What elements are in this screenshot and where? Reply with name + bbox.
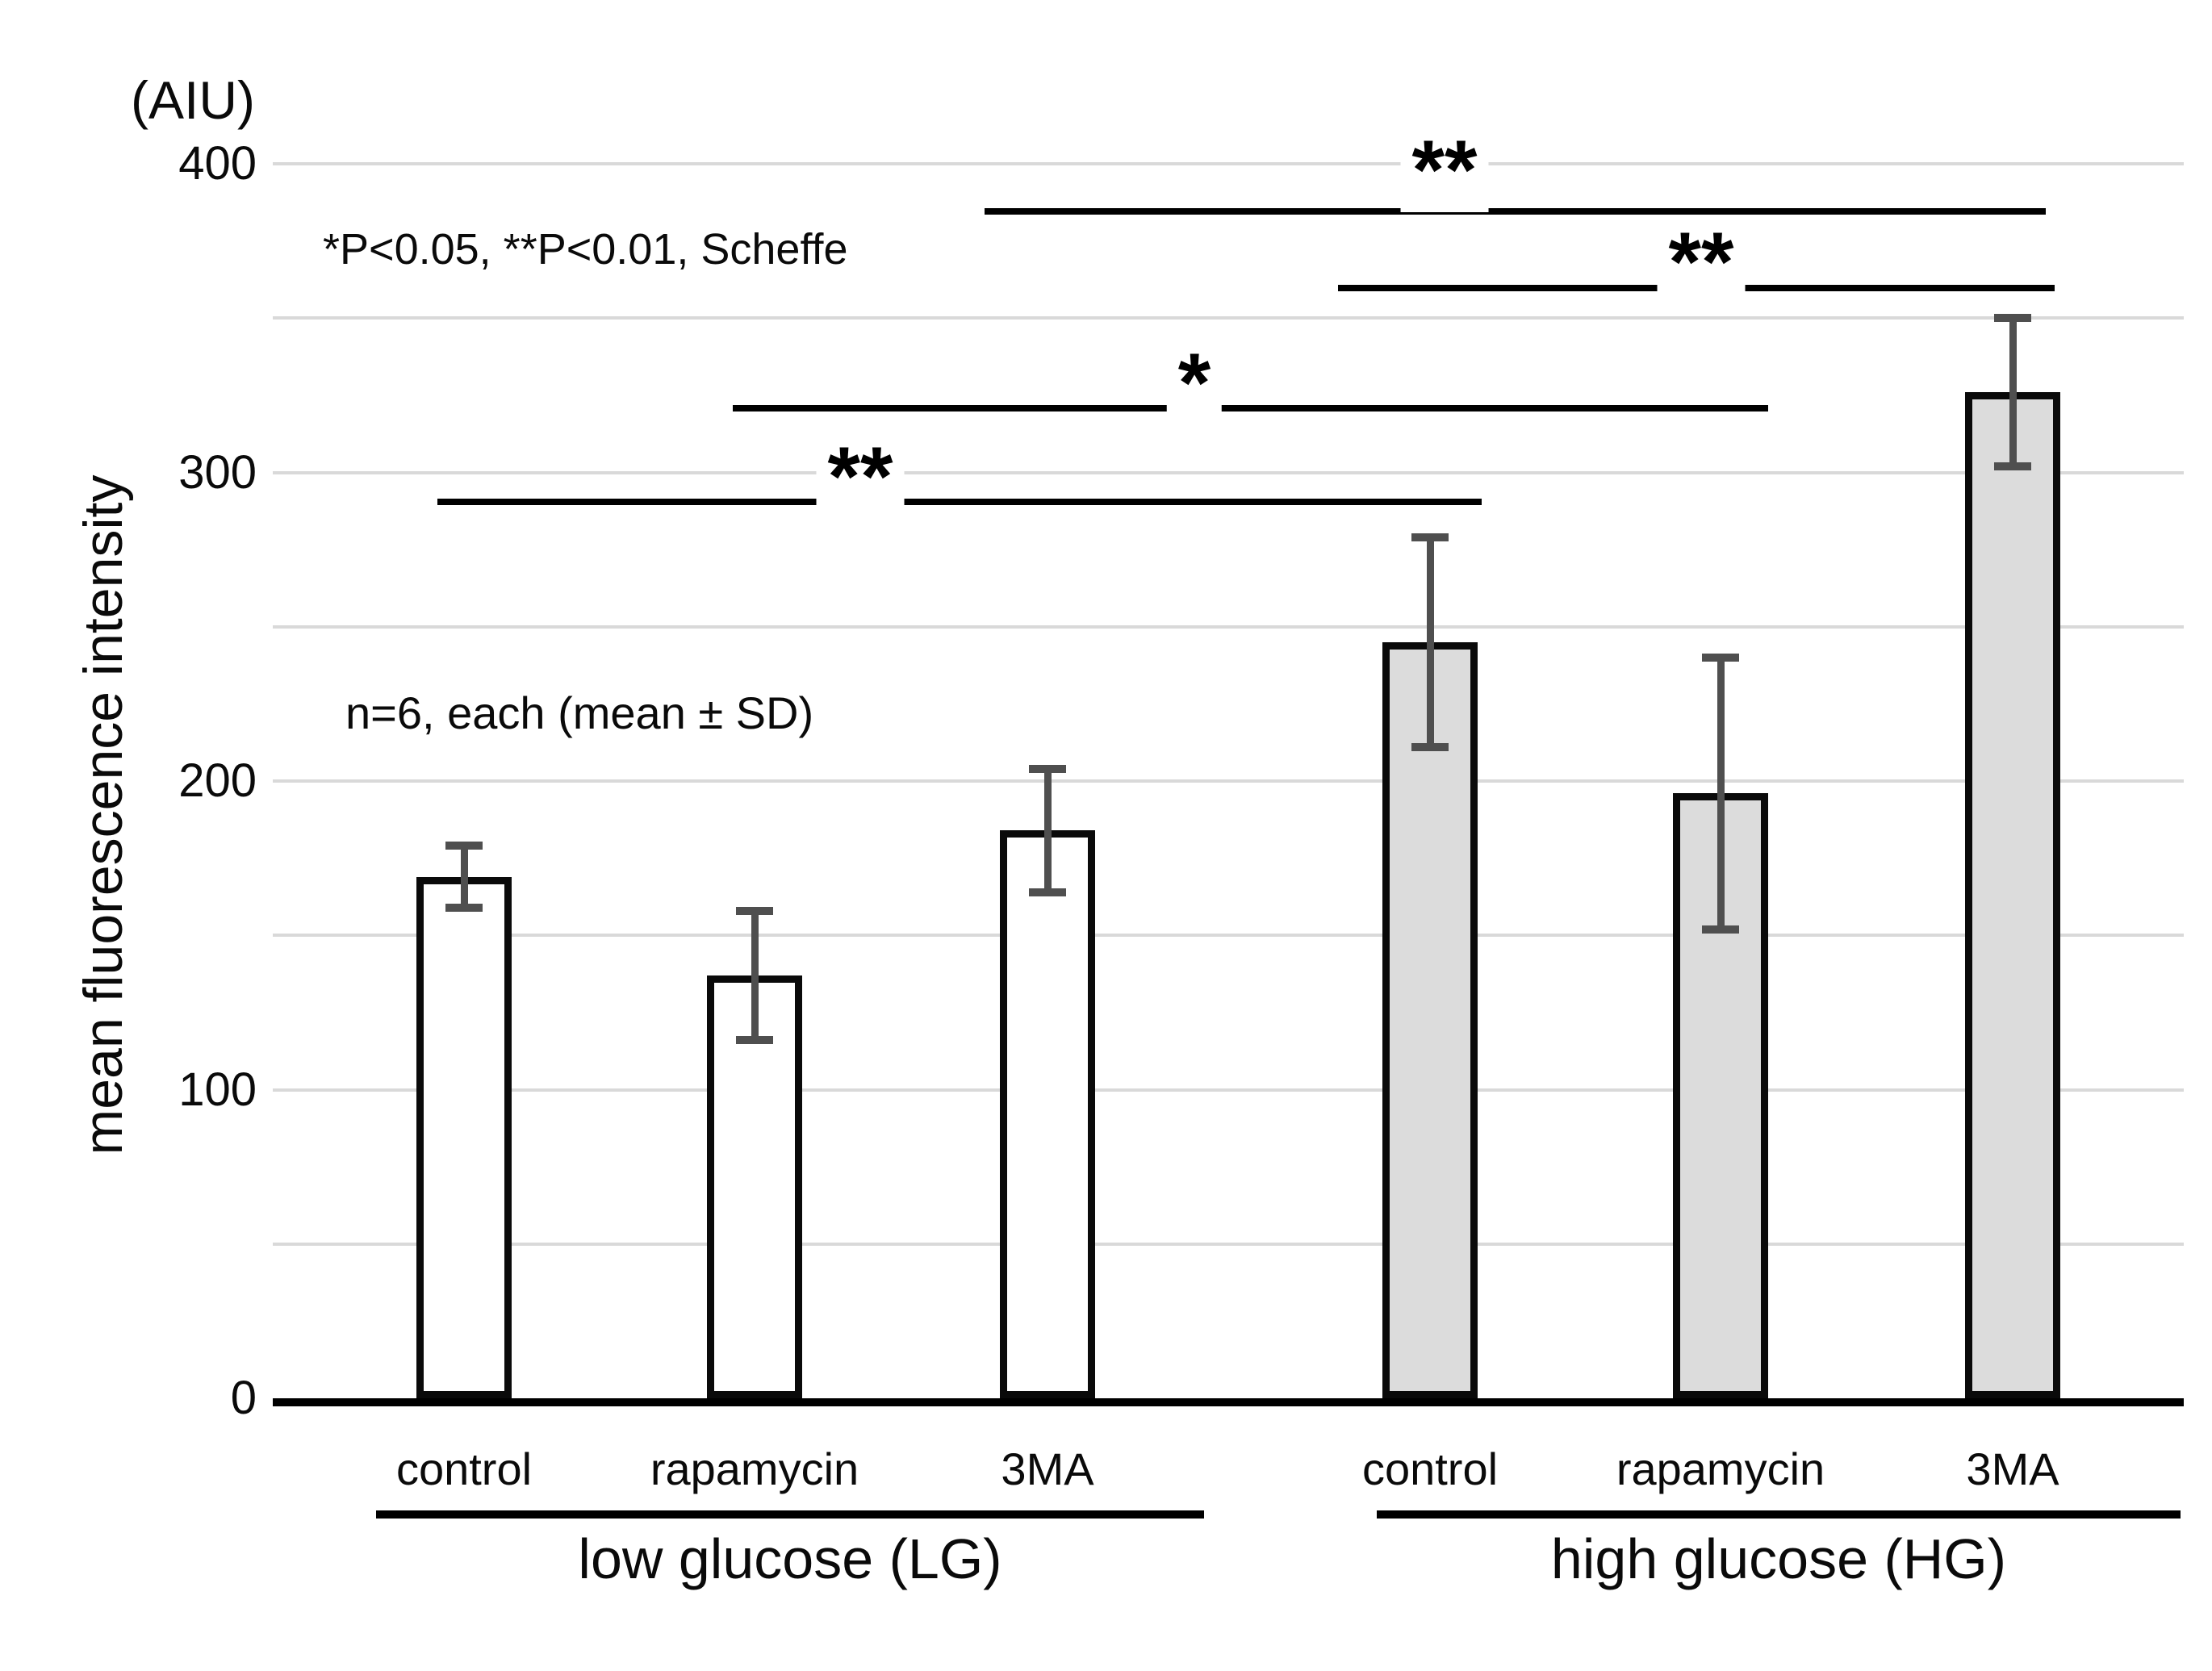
- gridline-400: [273, 162, 2184, 165]
- error-bar-cap-bottom: [1702, 925, 1739, 934]
- y-tick-label-100: 100: [178, 1063, 257, 1116]
- gridline-100: [273, 1088, 2184, 1092]
- group-label-hg: high glucose (HG): [1550, 1527, 2007, 1590]
- group-underline-lg: [376, 1510, 1204, 1519]
- error-bar-cap-bottom: [1411, 742, 1449, 751]
- category-label-lg-3ma: 3MA: [1001, 1443, 1094, 1494]
- category-label-hg-control: control: [1361, 1443, 1499, 1494]
- bar-lg-rapamycin: [707, 975, 802, 1398]
- error-bar-line: [461, 846, 468, 908]
- significance-line-1: [985, 208, 2046, 215]
- gridline-200: [273, 779, 2184, 783]
- significance-line-4: [437, 499, 1482, 505]
- error-bar-cap-top: [1702, 654, 1739, 662]
- significance-note: *P<0.05, **P<0.01, Scheffe: [323, 225, 848, 274]
- error-bar-cap-bottom: [736, 1036, 773, 1045]
- x-axis-line: [273, 1398, 2184, 1406]
- error-bar-cap-top: [1994, 314, 2031, 323]
- error-bar-cap-bottom: [1994, 462, 2031, 470]
- error-bar-line: [1717, 658, 1725, 929]
- category-label-lg-rapamycin: rapamycin: [650, 1443, 859, 1494]
- error-bar-line: [751, 910, 759, 1041]
- bar-lg-control: [416, 876, 512, 1398]
- gridline-50: [273, 1242, 2184, 1246]
- bar-hg-control: [1382, 641, 1478, 1398]
- error-bar-line: [2009, 318, 2017, 466]
- error-bar-line: [1427, 537, 1434, 747]
- bar-hg-3ma: [1965, 392, 2060, 1398]
- error-bar-line: [1044, 768, 1052, 892]
- y-tick-label-200: 200: [178, 754, 257, 808]
- gridline-300: [273, 470, 2184, 474]
- significance-label-1: **: [1400, 128, 1489, 212]
- y-tick-label-0: 0: [230, 1372, 257, 1425]
- significance-label-4: **: [816, 435, 905, 519]
- y-tick-label-300: 300: [178, 445, 257, 499]
- error-bar-cap-bottom: [445, 903, 483, 912]
- group-underline-hg: [1377, 1510, 2181, 1519]
- category-label-hg-rapamycin: rapamycin: [1616, 1443, 1825, 1494]
- error-bar-cap-top: [1029, 764, 1066, 773]
- significance-label-2: **: [1657, 220, 1746, 304]
- category-label-lg-control: control: [395, 1443, 533, 1494]
- error-bar-cap-top: [445, 842, 483, 850]
- y-tick-label-400: 400: [178, 137, 257, 190]
- gridline-350: [273, 316, 2184, 320]
- group-label-lg: low glucose (LG): [578, 1527, 1002, 1590]
- gridline-150: [273, 934, 2184, 938]
- significance-label-3: *: [1166, 341, 1223, 425]
- error-bar-cap-top: [1411, 533, 1449, 541]
- error-bar-cap-top: [736, 906, 773, 915]
- sample-size-note: n=6, each (mean ± SD): [345, 687, 814, 738]
- bar-lg-3ma: [1000, 830, 1095, 1398]
- gridline-250: [273, 625, 2184, 629]
- error-bar-cap-bottom: [1029, 888, 1066, 896]
- category-label-hg-3ma: 3MA: [1966, 1443, 2059, 1494]
- significance-line-3: [733, 405, 1768, 411]
- y-axis-title: mean fluorescence intensity: [73, 474, 134, 1155]
- y-axis-unit-label: (AIU): [131, 70, 255, 130]
